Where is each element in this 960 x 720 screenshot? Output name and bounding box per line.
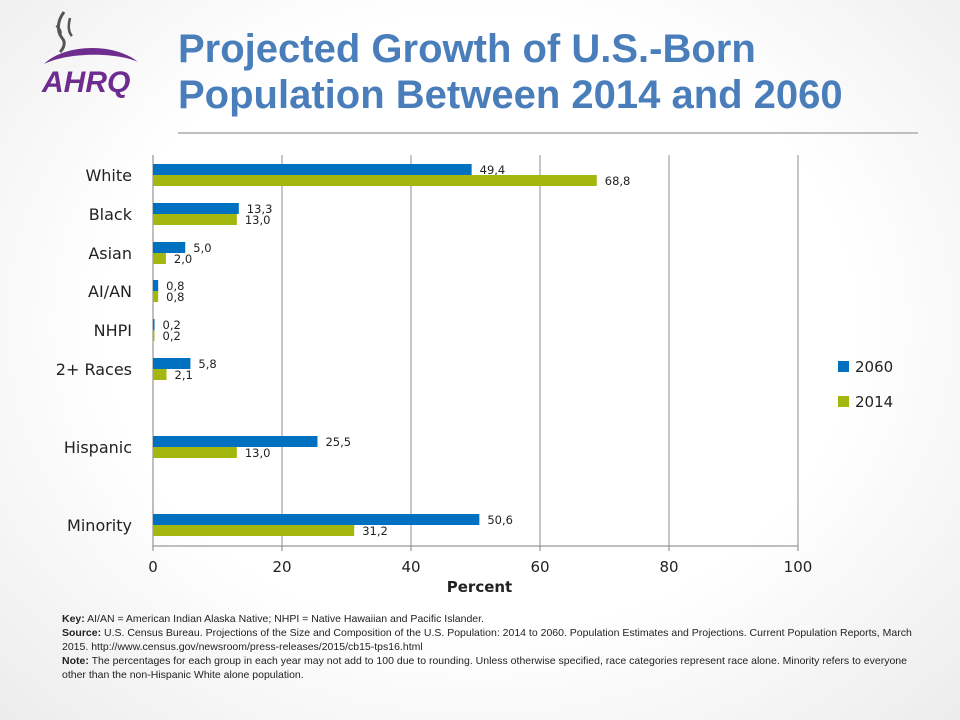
title-line-1: Projected Growth of U.S.-Born — [178, 27, 756, 71]
category-label: Black — [89, 205, 133, 224]
category-label: AI/AN — [88, 282, 132, 301]
data-label: 0,8 — [166, 290, 184, 304]
note-text: Note: The percentages for each group in … — [62, 655, 907, 681]
bar-2014 — [153, 175, 597, 186]
data-label: 49,4 — [480, 163, 506, 177]
bar-2014 — [153, 291, 159, 302]
data-label: 0,2 — [163, 329, 181, 343]
legend-label: 2060 — [855, 358, 893, 376]
logo-swoosh-icon — [44, 47, 138, 64]
category-label: White — [85, 166, 132, 185]
bar-2060 — [153, 358, 191, 369]
bar-2060 — [153, 242, 186, 253]
x-tick-label: 40 — [401, 558, 420, 576]
x-tick-label: 0 — [148, 558, 158, 576]
page-title: Projected Growth of U.S.-Born Population… — [178, 26, 918, 118]
bar-2014 — [153, 330, 155, 341]
footnotes: Key: AI/AN = American Indian Alaska Nati… — [62, 612, 912, 682]
data-label: 2,0 — [174, 252, 192, 266]
bar-2060 — [153, 203, 239, 214]
bar-chart: 0 20 40 60 80 100 Percent White Black Asian AI/AN N… — [56, 155, 893, 596]
bar-2060 — [153, 436, 318, 447]
bar-2014 — [153, 253, 166, 264]
x-tick-label: 80 — [659, 558, 678, 576]
category-label: Hispanic — [64, 438, 132, 457]
hhs-eagle-icon — [55, 11, 73, 54]
bar-2060 — [153, 164, 472, 175]
data-label: 5,8 — [198, 357, 216, 371]
category-label: Asian — [88, 244, 132, 263]
data-label: 68,8 — [605, 174, 631, 188]
category-label: NHPI — [94, 321, 132, 340]
data-label: 50,6 — [487, 513, 513, 527]
x-tick-label: 60 — [530, 558, 549, 576]
bar-2014 — [153, 525, 355, 536]
x-axis-title: Percent — [447, 578, 512, 596]
logo-text: AHRQ — [41, 66, 130, 99]
data-label: 13,3 — [247, 202, 273, 216]
x-tick-label: 100 — [784, 558, 813, 576]
source-note: Source: U.S. Census Bureau. Projections … — [62, 627, 912, 653]
key-note: Key: AI/AN = American Indian Alaska Nati… — [62, 613, 484, 625]
title-line-2: Population Between 2014 and 2060 — [178, 73, 843, 117]
bar-2014 — [153, 447, 237, 458]
data-label: 13,0 — [245, 213, 271, 227]
bar-2014 — [153, 214, 237, 225]
data-label: 0,2 — [163, 318, 181, 332]
data-label: 31,2 — [362, 524, 388, 538]
data-label: 13,0 — [245, 446, 271, 460]
ahrq-logo: AHRQ — [41, 11, 138, 99]
legend-swatch — [838, 361, 849, 372]
data-label: 2,1 — [175, 368, 193, 382]
title-divider — [178, 132, 918, 134]
category-label: 2+ Races — [56, 360, 132, 379]
data-label: 25,5 — [325, 435, 351, 449]
bar-2060 — [153, 280, 159, 291]
bar-2014 — [153, 369, 167, 380]
x-tick-label: 20 — [272, 558, 291, 576]
legend-swatch — [838, 396, 849, 407]
legend-label: 2014 — [855, 393, 893, 411]
data-label: 0,8 — [166, 279, 184, 293]
bar-2060 — [153, 319, 155, 330]
bar-2060 — [153, 514, 480, 525]
category-label: Minority — [67, 516, 132, 535]
data-label: 5,0 — [193, 241, 211, 255]
